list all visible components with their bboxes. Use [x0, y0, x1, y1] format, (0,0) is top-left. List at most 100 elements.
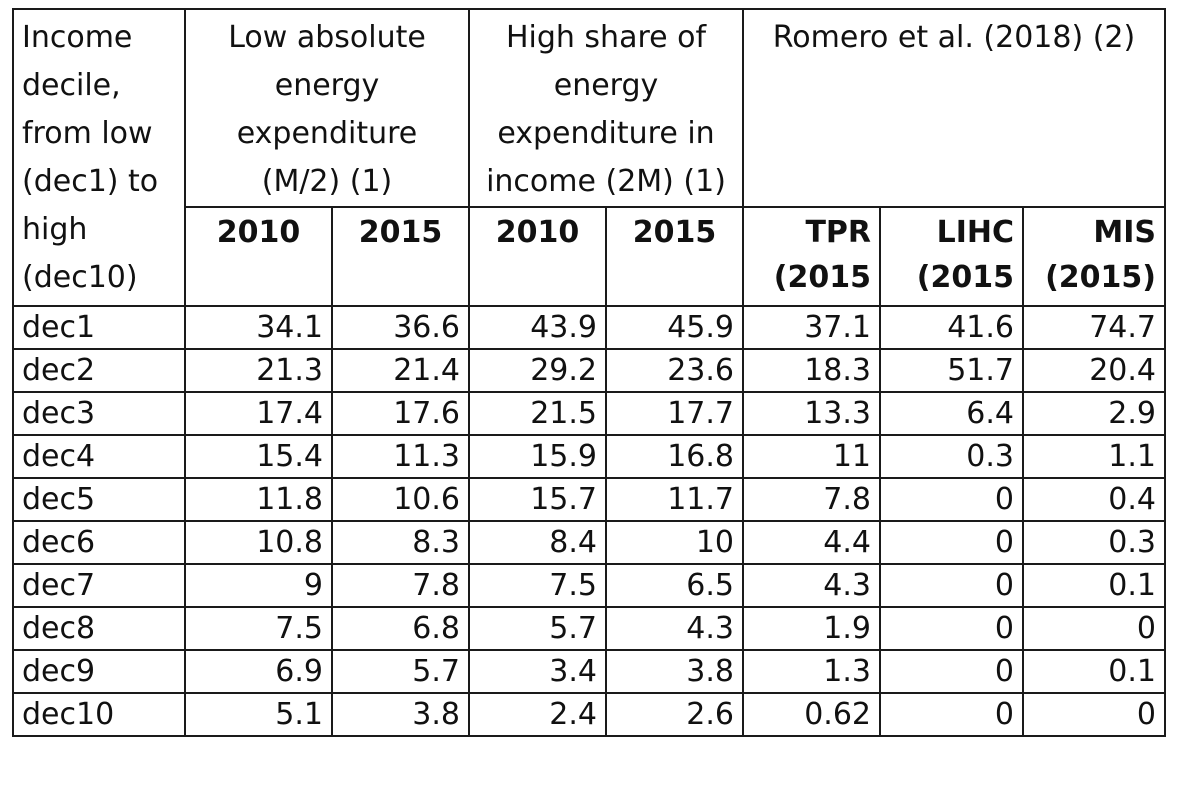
value-cell: 0.1	[1022, 649, 1166, 694]
value-cell: 18.3	[742, 348, 881, 393]
value-cell: 3.4	[468, 649, 607, 694]
value-cell: 1.1	[1022, 434, 1166, 479]
value-cell: 15.9	[468, 434, 607, 479]
value-cell: 15.7	[468, 477, 607, 522]
value-cell: 2.6	[605, 692, 744, 737]
value-cell: 16.8	[605, 434, 744, 479]
value-cell: 0	[1022, 606, 1166, 651]
value-cell: 45.9	[605, 305, 744, 350]
value-cell: 1.9	[742, 606, 881, 651]
value-cell: 8.3	[331, 520, 470, 565]
value-cell: 0	[879, 606, 1024, 651]
method-name: MIS	[1093, 215, 1156, 250]
value-cell: 0	[879, 692, 1024, 737]
value-cell: 21.4	[331, 348, 470, 393]
table-row: dec4 15.4 11.3 15.9 16.8 11 0.3 1.1	[12, 434, 1166, 479]
table-row: dec10 5.1 3.8 2.4 2.6 0.62 0 0	[12, 692, 1166, 737]
value-cell: 8.4	[468, 520, 607, 565]
decile-cell: dec9	[12, 649, 186, 694]
value-cell: 4.4	[742, 520, 881, 565]
value-cell: 7.5	[184, 606, 333, 651]
value-cell: 29.2	[468, 348, 607, 393]
value-cell: 5.1	[184, 692, 333, 737]
decile-cell: dec7	[12, 563, 186, 608]
value-cell: 1.3	[742, 649, 881, 694]
header-row-groups: Income decile, from low (dec1) to high (…	[12, 8, 1166, 307]
table-row: dec6 10.8 8.3 8.4 10 4.4 0 0.3	[12, 520, 1166, 565]
value-cell: 21.5	[468, 391, 607, 436]
method-year: (2015	[916, 260, 1014, 295]
value-cell: 0.1	[1022, 563, 1166, 608]
value-cell: 6.4	[879, 391, 1024, 436]
value-cell: 17.4	[184, 391, 333, 436]
decile-cell: dec3	[12, 391, 186, 436]
value-cell: 10	[605, 520, 744, 565]
decile-cell: dec6	[12, 520, 186, 565]
value-cell: 4.3	[742, 563, 881, 608]
value-cell: 3.8	[331, 692, 470, 737]
high-share-expenditure-header: High share of energy expenditure in inco…	[468, 8, 744, 208]
value-cell: 0	[879, 477, 1024, 522]
table-body: dec1 34.1 36.6 43.9 45.9 37.1 41.6 74.7 dec2 21.3…	[12, 305, 1166, 737]
value-cell: 0	[879, 563, 1024, 608]
method-year: (2015)	[1045, 260, 1156, 295]
method-header-lihc: LIHC (2015	[879, 206, 1024, 307]
value-cell: 6.5	[605, 563, 744, 608]
value-cell: 17.6	[331, 391, 470, 436]
value-cell: 5.7	[331, 649, 470, 694]
value-cell: 11.8	[184, 477, 333, 522]
value-cell: 34.1	[184, 305, 333, 350]
value-cell: 23.6	[605, 348, 744, 393]
table-row: dec1 34.1 36.6 43.9 45.9 37.1 41.6 74.7	[12, 305, 1166, 350]
value-cell: 0.62	[742, 692, 881, 737]
energy-poverty-table: Income decile, from low (dec1) to high (…	[12, 8, 1166, 737]
header-row-years: 2010 2015 2010 2015 TPR (2015 LIHC (2015…	[13, 206, 1166, 307]
table-row: dec7 9 7.8 7.5 6.5 4.3 0 0.1	[12, 563, 1166, 608]
value-cell: 9	[184, 563, 333, 608]
value-cell: 74.7	[1022, 305, 1166, 350]
decile-cell: dec8	[12, 606, 186, 651]
value-cell: 43.9	[468, 305, 607, 350]
year-header: 2010	[184, 206, 333, 307]
value-cell: 6.9	[184, 649, 333, 694]
value-cell: 37.1	[742, 305, 881, 350]
table-row: dec3 17.4 17.6 21.5 17.7 13.3 6.4 2.9	[12, 391, 1166, 436]
value-cell: 20.4	[1022, 348, 1166, 393]
decile-cell: dec2	[12, 348, 186, 393]
low-absolute-expenditure-header: Low absolute energy expenditure (M/2) (1…	[184, 8, 470, 208]
value-cell: 3.8	[605, 649, 744, 694]
value-cell: 21.3	[184, 348, 333, 393]
decile-cell: dec10	[12, 692, 186, 737]
value-cell: 2.4	[468, 692, 607, 737]
value-cell: 0.3	[1022, 520, 1166, 565]
value-cell: 0.3	[879, 434, 1024, 479]
value-cell: 5.7	[468, 606, 607, 651]
value-cell: 10.8	[184, 520, 333, 565]
method-year: (2015	[773, 260, 871, 295]
value-cell: 4.3	[605, 606, 744, 651]
value-cell: 0	[879, 520, 1024, 565]
year-header: 2010	[468, 206, 607, 307]
method-name: TPR	[805, 215, 871, 250]
table-row: dec2 21.3 21.4 29.2 23.6 18.3 51.7 20.4	[12, 348, 1166, 393]
method-header-mis: MIS (2015)	[1022, 206, 1166, 307]
decile-column-header: Income decile, from low (dec1) to high (…	[12, 8, 186, 307]
value-cell: 0.4	[1022, 477, 1166, 522]
value-cell: 2.9	[1022, 391, 1166, 436]
decile-cell: dec4	[12, 434, 186, 479]
year-header: 2015	[605, 206, 744, 307]
value-cell: 41.6	[879, 305, 1024, 350]
year-header: 2015	[331, 206, 470, 307]
romero-header: Romero et al. (2018) (2)	[742, 8, 1166, 208]
value-cell: 11	[742, 434, 881, 479]
decile-cell: dec5	[12, 477, 186, 522]
table-row: dec9 6.9 5.7 3.4 3.8 1.3 0 0.1	[12, 649, 1166, 694]
value-cell: 6.8	[331, 606, 470, 651]
value-cell: 15.4	[184, 434, 333, 479]
value-cell: 10.6	[331, 477, 470, 522]
value-cell: 7.8	[742, 477, 881, 522]
decile-cell: dec1	[12, 305, 186, 350]
value-cell: 11.3	[331, 434, 470, 479]
value-cell: 7.5	[468, 563, 607, 608]
value-cell: 51.7	[879, 348, 1024, 393]
